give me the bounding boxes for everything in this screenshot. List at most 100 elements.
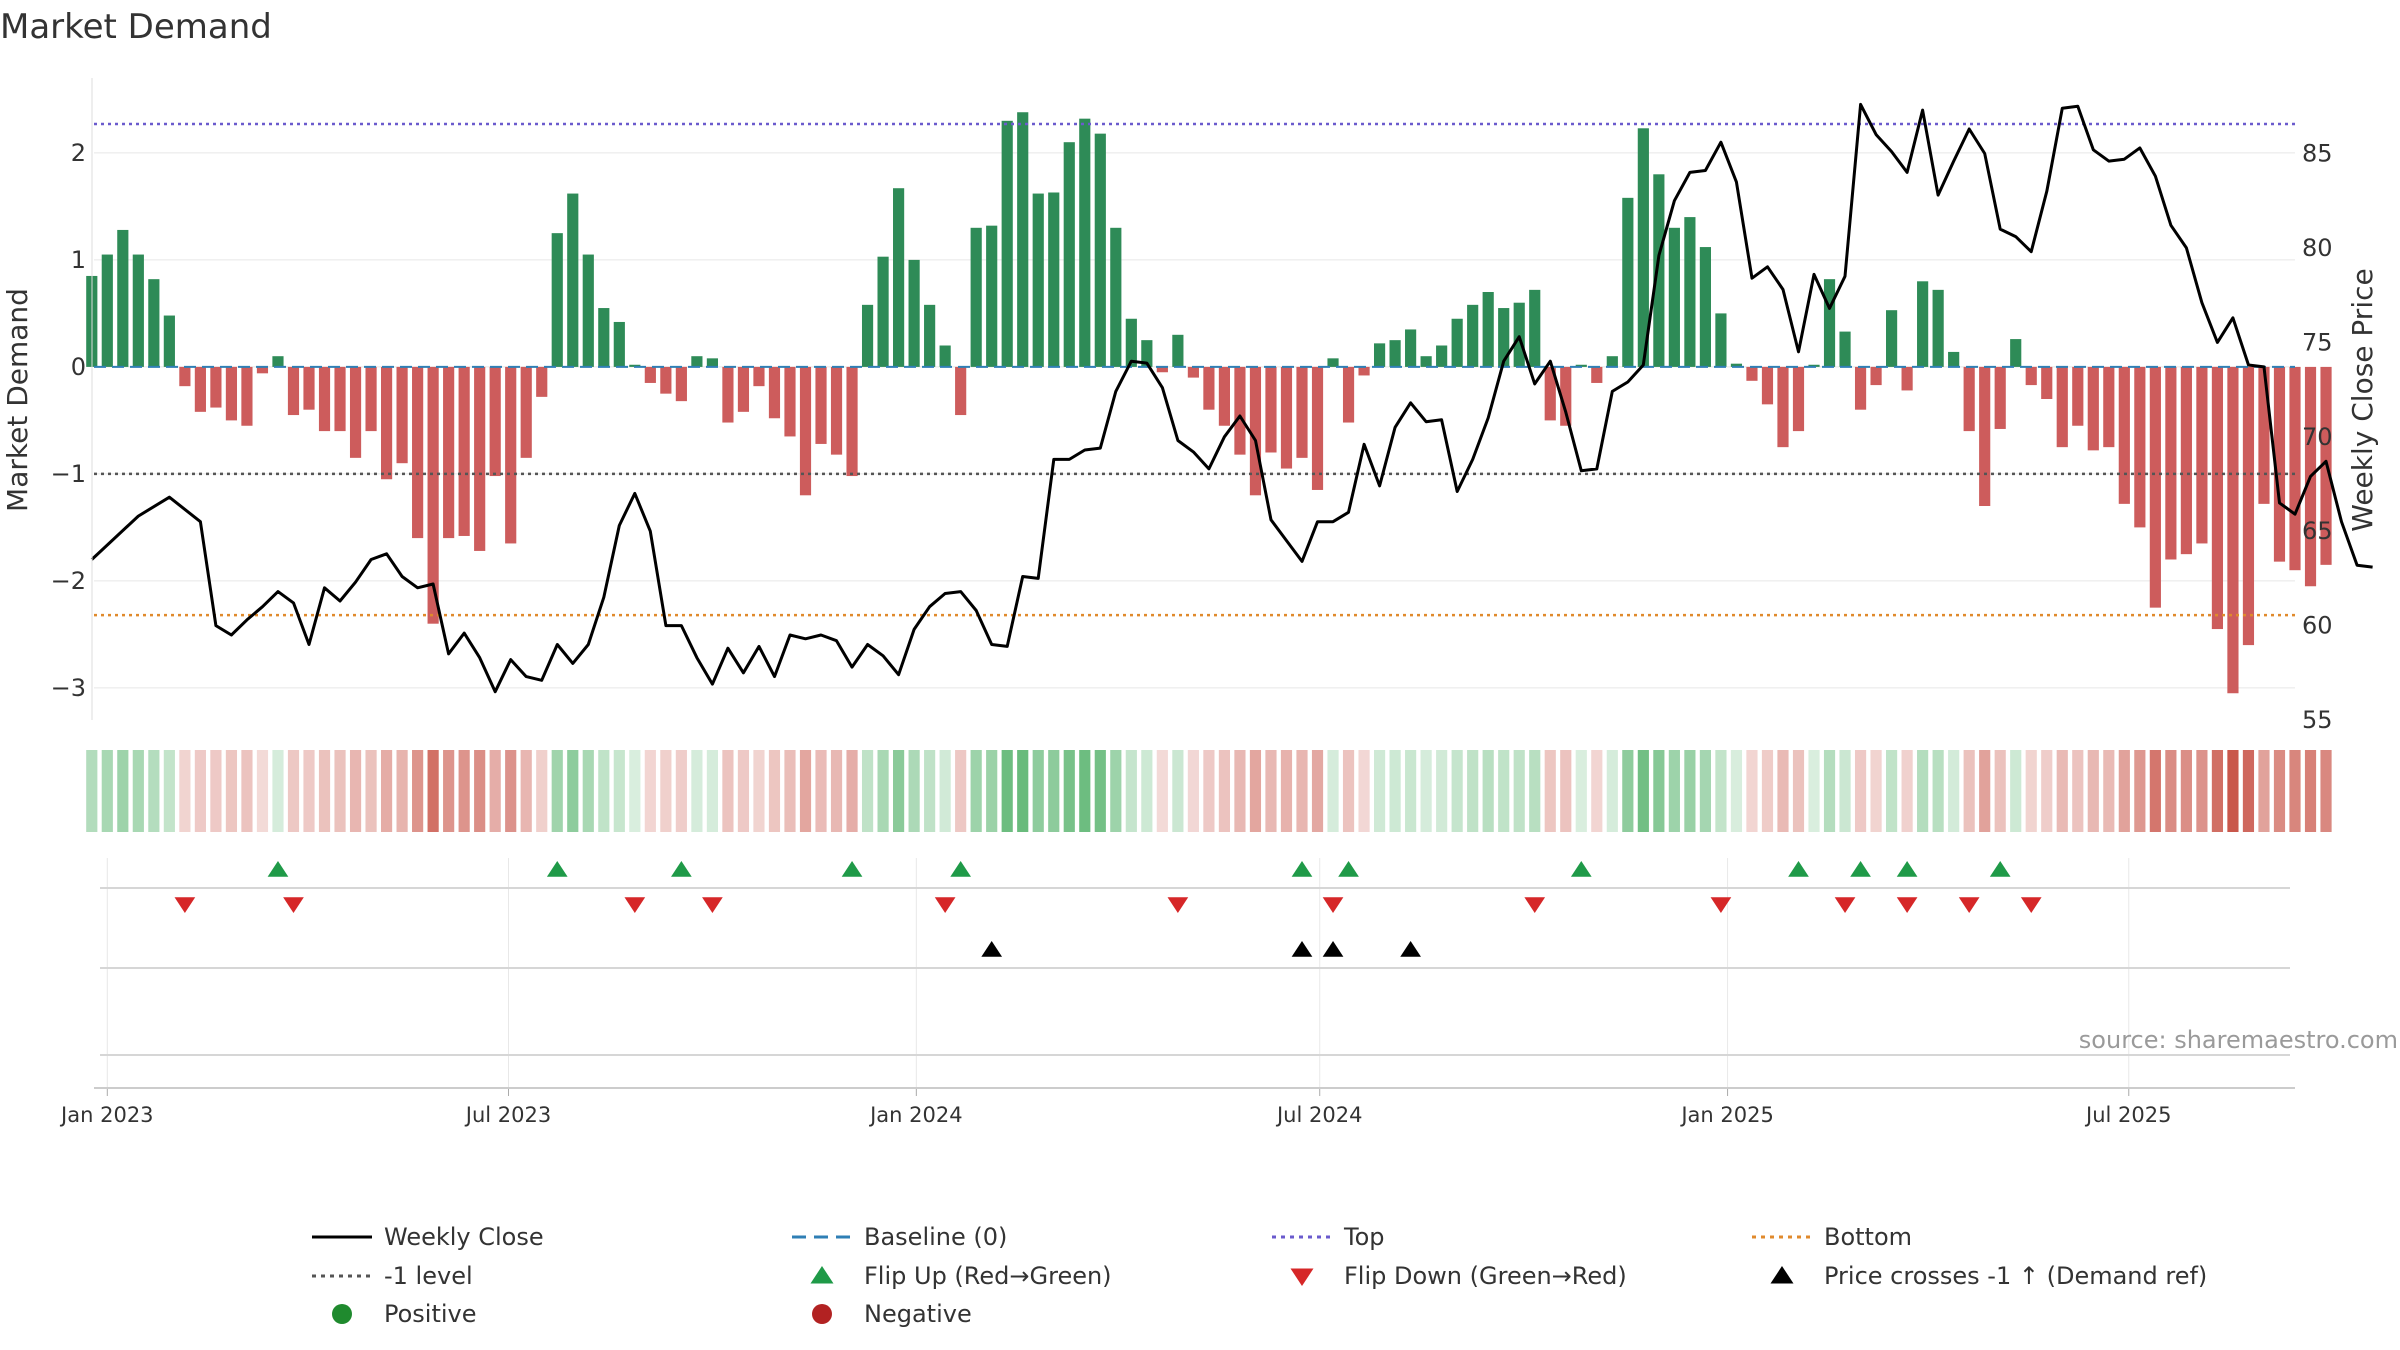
- strip-cell-negative: [489, 750, 501, 832]
- strip-cell-negative: [1358, 750, 1370, 832]
- strip-cell-positive: [272, 750, 284, 832]
- demand-bar-negative: [737, 366, 750, 412]
- y2-tick-label: 60: [2302, 612, 2333, 640]
- demand-bar-positive: [1653, 174, 1665, 367]
- strip-cell-negative: [1560, 750, 1572, 832]
- demand-bar-negative: [287, 366, 300, 416]
- strip-cell-negative: [2134, 750, 2146, 832]
- demand-bar-negative: [1963, 366, 1975, 432]
- demand-bar-positive: [691, 356, 703, 367]
- demand-bar-negative: [256, 366, 269, 374]
- y2-tick-label: 65: [2302, 517, 2333, 545]
- strip-cell-positive: [1823, 750, 1836, 832]
- flip-down-marker: [624, 897, 646, 913]
- flip-down-marker: [174, 897, 196, 913]
- strip-cell-negative: [2320, 750, 2332, 832]
- demand-bar-negative: [1792, 366, 1805, 432]
- demand-bar-positive: [1886, 310, 1898, 367]
- x-tick-label: Jul 2023: [464, 1103, 551, 1127]
- strip-cell-positive: [924, 750, 936, 832]
- legend-entry: Positive: [332, 1300, 477, 1328]
- flip-down-marker: [1834, 897, 1856, 913]
- grid-layer: [94, 152, 2295, 1088]
- demand-bar-negative: [1203, 366, 1215, 410]
- demand-bar-negative: [427, 366, 439, 624]
- strip-cell-negative: [2072, 750, 2084, 832]
- demand-bar-positive: [1032, 193, 1044, 367]
- strip-cell-positive: [1141, 750, 1153, 832]
- demand-bar-negative: [1994, 366, 2006, 429]
- strip-cell-positive: [1684, 750, 1696, 832]
- strip-cell-positive: [1948, 750, 1960, 832]
- strip-cell-positive: [1032, 750, 1044, 832]
- strip-cell-negative: [2025, 750, 2037, 832]
- legend-label: Positive: [384, 1300, 477, 1328]
- demand-bar-negative: [2273, 366, 2286, 562]
- strip-cell-negative: [846, 750, 858, 832]
- demand-bar-positive: [1575, 364, 1587, 367]
- demand-bar-negative: [412, 366, 424, 539]
- strip-cell-positive: [1079, 750, 1091, 832]
- demand-bar-positive: [939, 345, 951, 367]
- demand-bar-negative: [1342, 366, 1355, 423]
- strip-cell-negative: [1218, 750, 1231, 832]
- strip-cell-negative: [2118, 750, 2130, 832]
- demand-bar-negative: [815, 366, 827, 444]
- demand-bar-positive: [1622, 197, 1634, 367]
- strip-cell-negative: [768, 750, 781, 832]
- demand-bar-positive: [1684, 217, 1696, 367]
- demand-bar-positive: [1451, 318, 1463, 367]
- strip-cell-negative: [210, 750, 222, 832]
- strip-cell-negative: [396, 750, 408, 832]
- demand-bar-negative: [660, 366, 672, 394]
- demand-bar-positive: [551, 233, 563, 367]
- strip-cell-negative: [365, 750, 377, 832]
- strip-cell-negative: [458, 750, 470, 832]
- strip-cell-negative: [2087, 750, 2099, 832]
- strip-cell-negative: [194, 750, 206, 832]
- strip-cell-negative: [2180, 750, 2192, 832]
- demand-bar-negative: [644, 366, 656, 383]
- strip-cell-negative: [2149, 750, 2161, 832]
- strip-cell-positive: [893, 750, 905, 832]
- demand-bar-positive: [1125, 318, 1137, 367]
- strip-cell-negative: [2273, 750, 2286, 832]
- demand-bar-positive: [1079, 118, 1091, 367]
- demand-bar-positive: [1730, 363, 1743, 367]
- flip-down-marker: [934, 897, 956, 913]
- strip-cell-negative: [1761, 750, 1774, 832]
- demand-bar-negative: [2211, 366, 2224, 630]
- y2-tick-label: 75: [2302, 328, 2333, 356]
- demand-bar-negative: [1280, 366, 1293, 469]
- strip-cell-negative: [520, 750, 532, 832]
- legend-swatch-triangle-down: [1290, 1268, 1314, 1286]
- weekly-close-series: [90, 102, 2373, 694]
- demand-bar-positive: [1917, 281, 1929, 367]
- demand-bar-positive: [924, 304, 936, 367]
- flip-down-marker: [1896, 897, 1918, 913]
- y2-axis-label: Weekly Close Price: [2346, 268, 2379, 531]
- demand-bar-positive: [1637, 128, 1649, 367]
- strip-cell-negative: [427, 750, 439, 832]
- strip-cell-positive: [1482, 750, 1494, 832]
- flip-down-marker: [702, 897, 723, 913]
- strip-cell-positive: [1653, 750, 1665, 832]
- strip-cell-positive: [117, 750, 129, 832]
- demand-bar-negative: [225, 366, 238, 421]
- legend-entry: -1 level: [312, 1262, 473, 1290]
- strip-cell-positive: [148, 750, 160, 832]
- strip-cell-negative: [287, 750, 300, 832]
- strip-cell-positive: [629, 750, 641, 832]
- x-tick-label: Jul 2024: [1275, 1103, 1362, 1127]
- strip-cell-positive: [1001, 750, 1013, 832]
- demand-bar-positive: [893, 188, 905, 367]
- strip-cell-negative: [644, 750, 656, 832]
- strip-cell-positive: [2010, 750, 2022, 832]
- demand-bar-negative: [1761, 366, 1774, 405]
- demand-bar-negative: [179, 366, 191, 387]
- demand-bar-negative: [303, 366, 315, 410]
- strip-cell-negative: [2227, 750, 2239, 832]
- demand-bar-negative: [1901, 366, 1913, 391]
- demand-bar-negative: [318, 366, 331, 432]
- strip-cell-negative: [256, 750, 269, 832]
